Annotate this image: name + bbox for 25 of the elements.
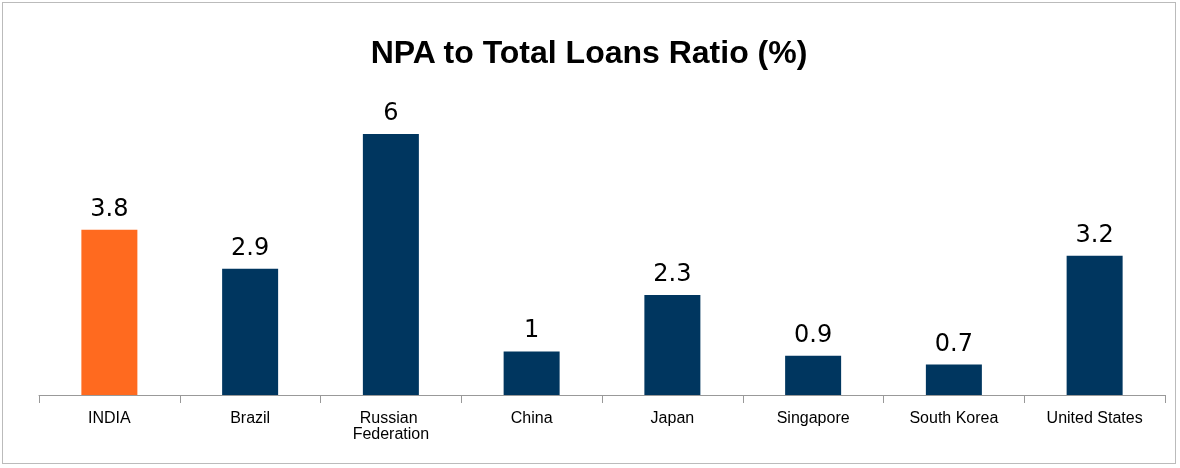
- x-tick-label: China: [510, 408, 553, 426]
- x-tick-label: Japan: [650, 408, 695, 426]
- bar: [925, 364, 982, 395]
- x-tick-label: Brazil: [230, 408, 271, 426]
- x-tick-label: Russian Federation: [352, 408, 430, 442]
- data-label: 0.9: [794, 319, 833, 348]
- bar: [785, 355, 842, 395]
- bar: [81, 229, 138, 395]
- x-tick-label: United States: [1046, 408, 1143, 426]
- data-label: 1: [523, 315, 540, 344]
- bar: [222, 268, 279, 395]
- data-label: 3.2: [1075, 219, 1114, 248]
- x-tick-label: INDIA: [88, 408, 132, 426]
- bar: [362, 133, 419, 395]
- bar: [503, 351, 560, 395]
- bar: [644, 294, 701, 395]
- x-tick-label: Singapore: [776, 408, 850, 426]
- bar: [1066, 255, 1123, 395]
- data-label: 2.9: [231, 232, 270, 261]
- data-label: 6: [383, 97, 399, 126]
- data-label: 0.7: [934, 328, 973, 357]
- x-tick-label: South Korea: [909, 408, 999, 426]
- chart-title: NPA to Total Loans Ratio (%): [370, 34, 808, 70]
- data-label: 2.3: [653, 258, 692, 287]
- data-label: 3.8: [90, 193, 129, 222]
